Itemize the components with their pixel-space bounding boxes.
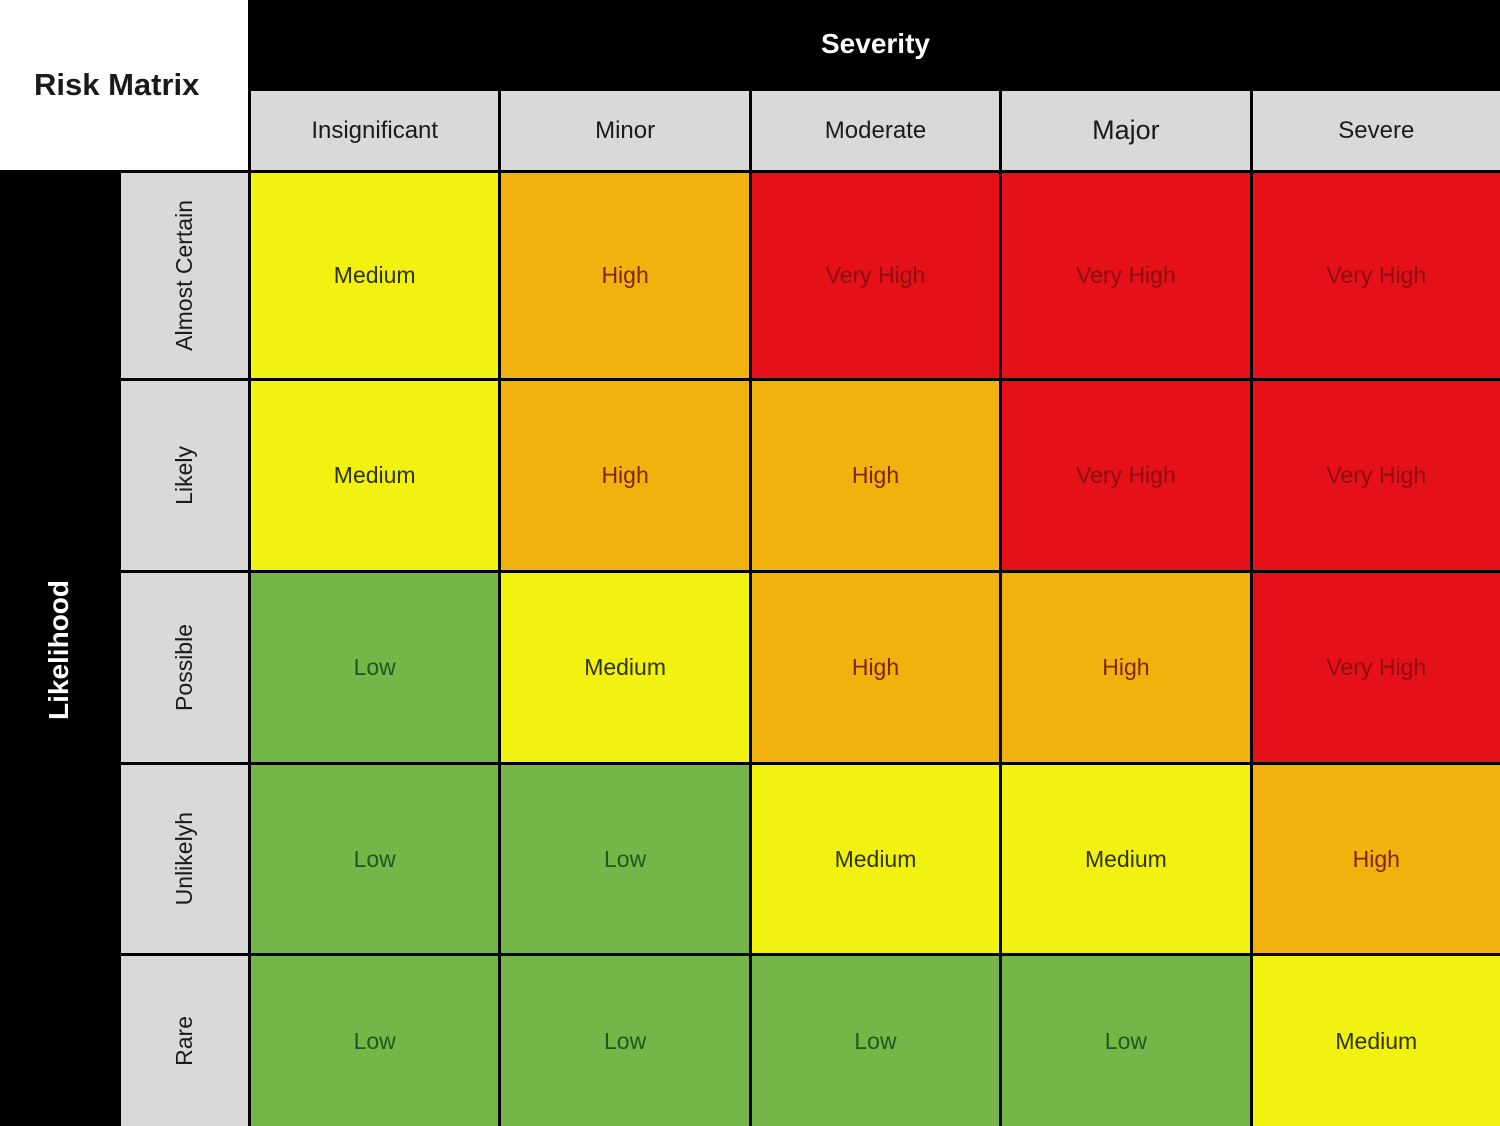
row-header-unlikely: Unlikelyh (121, 765, 248, 953)
cell-almost-certain-minor: High (501, 173, 749, 378)
column-header-moderate: Moderate (751, 91, 1000, 170)
row-header-possible: Possible (121, 573, 248, 762)
cell-likely-major: Very High (1002, 381, 1250, 570)
cell-rare-moderate: Low (751, 956, 1000, 1126)
cell-unlikely-insignificant: Low (251, 765, 499, 953)
row-header-likely-label: Likely (171, 446, 197, 505)
row-header-possible-label: Possible (171, 624, 197, 711)
cell-almost-certain-moderate: Very High (751, 173, 1000, 378)
row-header-almost-certain-label: Almost Certain (171, 200, 197, 351)
cell-possible-insignificant: Low (251, 573, 499, 762)
cell-unlikely-moderate: Medium (751, 765, 1000, 953)
column-header-major: Major (1002, 91, 1250, 170)
cell-likely-severe: Very High (1252, 381, 1500, 570)
cell-rare-insignificant: Low (251, 956, 499, 1126)
cell-rare-severe: Medium (1252, 956, 1500, 1126)
cell-almost-certain-severe: Very High (1252, 173, 1500, 378)
likelihood-axis-band: Likelihood (0, 173, 118, 1126)
row-header-almost-certain: Almost Certain (121, 173, 248, 378)
column-header-severe: Severe (1252, 91, 1500, 170)
row-header-rare-label: Rare (171, 1016, 197, 1066)
cell-possible-major: High (1002, 573, 1250, 762)
severity-axis-label: Severity (251, 0, 1500, 88)
cell-unlikely-severe: High (1252, 765, 1500, 953)
cell-almost-certain-major: Very High (1002, 173, 1250, 378)
cell-possible-severe: Very High (1252, 573, 1500, 762)
cell-unlikely-minor: Low (501, 765, 749, 953)
cell-almost-certain-insignificant: Medium (251, 173, 499, 378)
cell-rare-major: Low (1002, 956, 1250, 1126)
matrix-title: Risk Matrix (0, 0, 248, 170)
row-header-likely: Likely (121, 381, 248, 570)
cell-possible-moderate: High (751, 573, 1000, 762)
cell-likely-minor: High (501, 381, 749, 570)
cell-possible-minor: Medium (501, 573, 749, 762)
cell-unlikely-major: Medium (1002, 765, 1250, 953)
likelihood-axis-label: Likelihood (43, 579, 74, 720)
cell-likely-insignificant: Medium (251, 381, 499, 570)
cell-likely-moderate: High (751, 381, 1000, 570)
column-header-insignificant: Insignificant (251, 91, 499, 170)
row-header-rare: Rare (121, 956, 248, 1126)
cell-rare-minor: Low (501, 956, 749, 1126)
column-header-minor: Minor (501, 91, 749, 170)
row-header-unlikely-label: Unlikelyh (171, 812, 197, 906)
